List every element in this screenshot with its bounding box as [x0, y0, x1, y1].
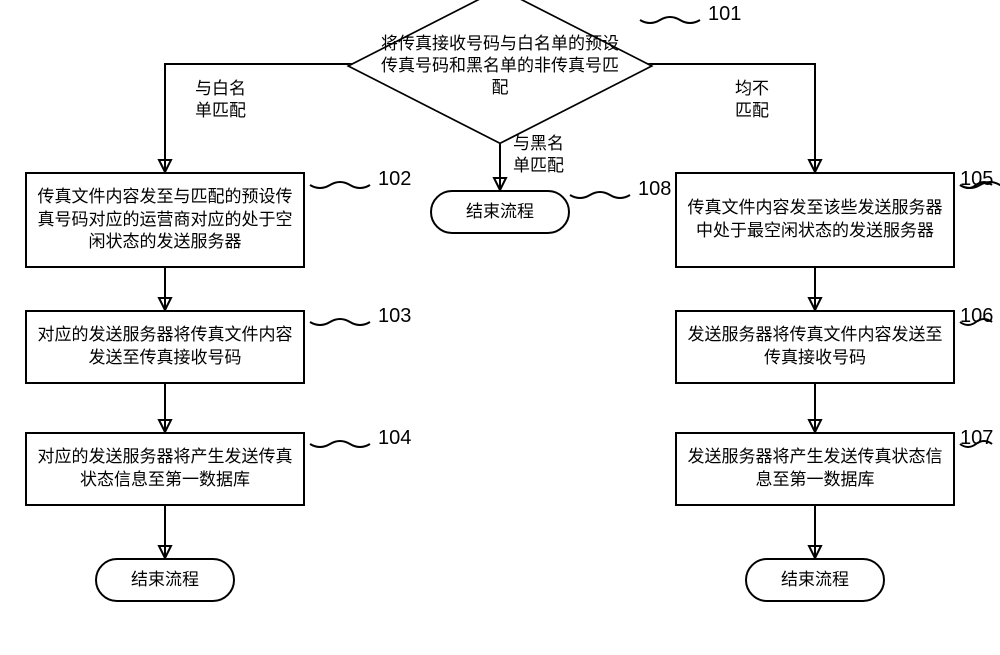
- edge-label-mid: 与黑名 单匹配: [513, 133, 564, 177]
- decision-node: 将传真接收号码与白名单的预设传真号码和黑名单的非传真号匹配: [355, 2, 645, 130]
- process-n105: 传真文件内容发至该些发送服务器中处于最空闲状态的发送服务器: [675, 172, 955, 268]
- decision-text: 将传真接收号码与白名单的预设传真号码和黑名单的非传真号匹配: [355, 2, 645, 130]
- process-n104: 对应的发送服务器将产生发送传真状态信息至第一数据库: [25, 432, 305, 506]
- ref-103: 103: [378, 305, 411, 328]
- process-n106: 发送服务器将传真文件内容发送至传真接收号码: [675, 310, 955, 384]
- flowchart-canvas: 将传真接收号码与白名单的预设传真号码和黑名单的非传真号匹配 结束流程 传真文件内…: [0, 0, 1000, 655]
- process-n102: 传真文件内容发至与匹配的预设传真号码对应的运营商对应的处于空闲状态的发送服务器: [25, 172, 305, 268]
- terminator-left: 结束流程: [95, 558, 235, 602]
- ref-101: 101: [708, 3, 741, 26]
- edge-label-left: 与白名 单匹配: [195, 78, 246, 122]
- ref-106: 106: [960, 305, 993, 328]
- ref-102: 102: [378, 168, 411, 191]
- ref-107: 107: [960, 427, 993, 450]
- terminator-right: 结束流程: [745, 558, 885, 602]
- edge-label-right: 均不 匹配: [735, 78, 769, 122]
- ref-108: 108: [638, 178, 671, 201]
- process-n103: 对应的发送服务器将传真文件内容发送至传真接收号码: [25, 310, 305, 384]
- ref-105: 105: [960, 168, 993, 191]
- ref-104: 104: [378, 427, 411, 450]
- process-n107: 发送服务器将产生发送传真状态信息至第一数据库: [675, 432, 955, 506]
- terminator-center: 结束流程: [430, 190, 570, 234]
